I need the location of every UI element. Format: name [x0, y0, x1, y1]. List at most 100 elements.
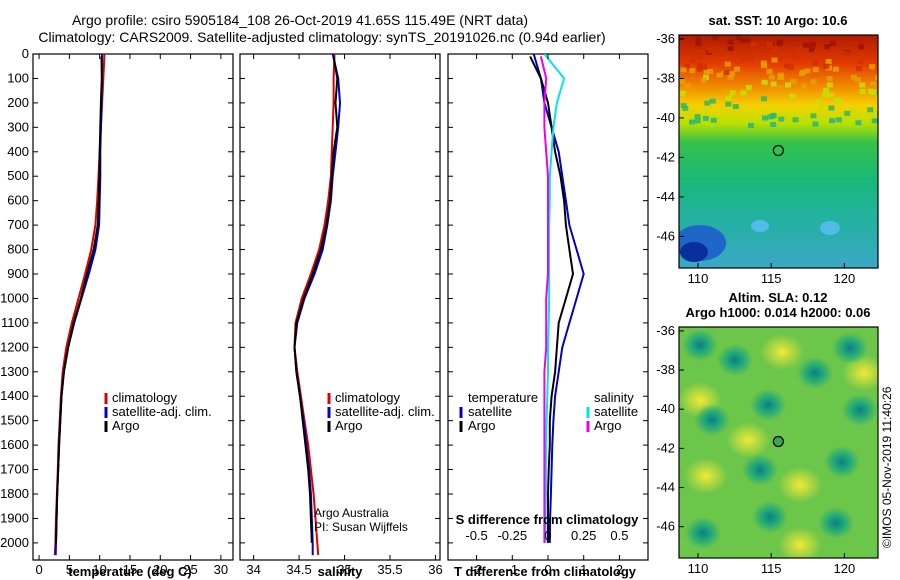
sst-pixel [703, 70, 710, 76]
map-x-tick-label: 115 [761, 561, 782, 576]
map-x-tick-label: 120 [833, 271, 855, 286]
map-y-tick-label: -42 [656, 149, 675, 164]
sst-pixel [740, 90, 747, 96]
map-y-tick-label: -46 [656, 228, 675, 243]
x-tick-label: 1 [580, 562, 587, 577]
series-s-satellite [543, 54, 566, 543]
sst-pixel [812, 121, 819, 127]
y-tick-label: 100 [7, 70, 29, 85]
sst-pixel [712, 35, 719, 41]
sst-pixel [744, 37, 751, 43]
sst-pixel [808, 47, 815, 53]
sst-pixel [834, 97, 841, 103]
sst-pixel [790, 78, 797, 84]
sst-pixel [821, 92, 828, 98]
t-difference-axis-label: T difference from climatology [454, 564, 637, 579]
sst-pixel [732, 104, 739, 109]
s-tick-label: 0.25 [571, 528, 596, 543]
sla-low [717, 344, 753, 376]
sst-pixel [725, 95, 732, 101]
x-tick-label: 34.5 [286, 562, 311, 577]
sst-pixel [867, 88, 874, 94]
sla-high [726, 422, 770, 458]
sst-pixel [707, 69, 714, 74]
map-y-tick-label: -36 [656, 31, 675, 46]
sst-pixel [826, 82, 833, 88]
sst-pixel [844, 51, 851, 57]
y-tick-label: 1900 [0, 510, 29, 525]
sst-pixel [724, 61, 731, 67]
sst-pixel [767, 114, 774, 120]
sst-pixel [855, 66, 862, 71]
sst-pixel [679, 78, 685, 84]
sst-pixel [809, 41, 816, 47]
argo-position-marker-sla [772, 435, 784, 448]
sst-pixel [803, 42, 810, 48]
sst-pixel [695, 36, 702, 42]
sst-pixel [859, 88, 866, 94]
sla-map-panel: Altim. SLA: 0.12 Argo h1000: 0.014 h2000… [656, 290, 894, 576]
y-tick-label: 600 [7, 193, 29, 208]
sst-pixel [835, 117, 842, 123]
sst-pixel [768, 74, 775, 80]
sst-pixel [827, 92, 834, 98]
imos-timestamp: ©IMOS 05-Nov-2019 11:40:26 [880, 386, 894, 548]
map-x-tick-label: 110 [688, 271, 709, 286]
chart-title-line2: Climatology: CARS2009. Satellite-adjuste… [38, 29, 605, 45]
sst-pixel [828, 105, 835, 111]
sla-high [778, 527, 822, 558]
map-y-tick-label: -40 [656, 110, 675, 125]
sst-pixel [729, 90, 736, 96]
sst-pixel [792, 117, 799, 123]
y-tick-label: 1200 [0, 339, 29, 354]
x-tick-label: 15 [123, 562, 137, 577]
sla-low [750, 389, 786, 421]
y-tick-label: 1400 [0, 388, 29, 403]
s-tick-label: -0.5 [465, 528, 487, 543]
temperature-axis-label: temperature (deg C) [68, 564, 192, 579]
sla-low [694, 404, 730, 436]
sst-pixel [789, 93, 796, 99]
sst-pixel [871, 118, 878, 124]
sst-pixel [823, 44, 830, 50]
credit-line1: Argo Australia [314, 506, 389, 520]
chart-title-line1: Argo profile: csiro 5905184_108 26-Oct-2… [72, 12, 528, 28]
sst-pixel [704, 100, 711, 106]
sst-pixel [740, 56, 747, 62]
sst-pixel [823, 87, 830, 93]
series-t-satellite [532, 54, 585, 543]
sst-pixel [770, 112, 777, 118]
sst-pixel [801, 83, 808, 89]
sst-pixel [776, 85, 783, 91]
sst-pixel [761, 96, 767, 102]
sst-pixel [733, 66, 740, 72]
sst-pixel [875, 75, 878, 81]
temperature-panel: 0 5 10 15 20 25 300100200300400500600700800900… [0, 46, 234, 579]
map-y-tick-label: -44 [656, 189, 675, 204]
sst-pixel [745, 85, 752, 91]
series-s-argo [539, 56, 549, 543]
sst-pixel [701, 64, 708, 70]
sst-pixel [810, 79, 817, 85]
y-tick-label: 1000 [0, 290, 29, 305]
sst-pixel [762, 115, 768, 121]
sst-pixel [689, 68, 696, 74]
sst-pixel [696, 62, 703, 68]
sst-pixel [756, 51, 763, 57]
sst-pixel [689, 119, 695, 125]
sst-pixel [787, 64, 794, 70]
sst-pixel [869, 81, 876, 87]
sla-high [760, 334, 804, 370]
y-tick-label: 0 [22, 46, 29, 61]
x-tick-label: 5 [66, 562, 73, 577]
sst-pixel [823, 63, 830, 69]
sst-pixel [829, 41, 836, 46]
sst-pixel [772, 46, 779, 52]
sst-pixel [869, 64, 876, 70]
sst-pixel [727, 46, 734, 51]
sst-pixel [707, 48, 714, 54]
sst-pixel [690, 58, 697, 64]
sst-pixel [784, 63, 790, 69]
sst-pixel [867, 107, 874, 113]
sst-map-title: sat. SST: 10 Argo: 10.6 [709, 13, 848, 28]
